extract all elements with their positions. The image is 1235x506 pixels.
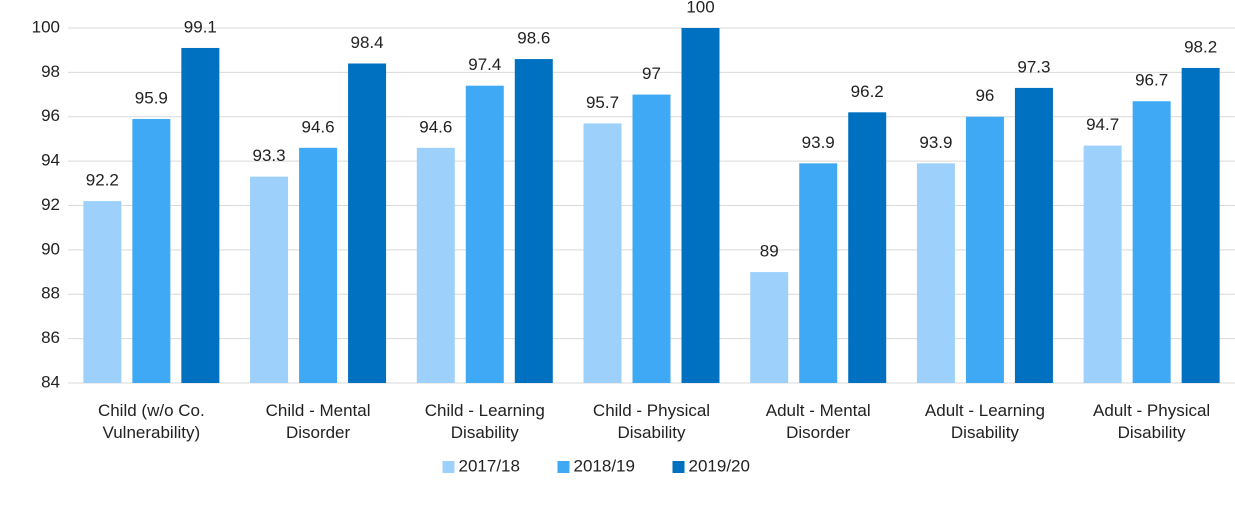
- x-tick-label: Adult - Learning Disability: [924, 401, 1045, 442]
- y-tick-label: 100: [32, 17, 60, 36]
- x-tick-label: Child (w/o Co. Vulnerability): [97, 401, 205, 442]
- bar: [1181, 67, 1220, 383]
- data-label: 93.9: [802, 133, 835, 152]
- data-label: 94.6: [419, 117, 452, 136]
- bar: [750, 272, 789, 383]
- data-label: 95.9: [135, 88, 168, 107]
- legend-label: 2019/20: [689, 456, 750, 475]
- bar: [250, 176, 289, 383]
- data-label: 97.4: [468, 55, 501, 74]
- data-label: 100: [686, 0, 714, 16]
- x-tick-label: Adult - Mental Disorder: [765, 401, 871, 442]
- bar: [465, 85, 504, 383]
- bar: [1132, 101, 1171, 383]
- data-label: 98.4: [351, 33, 384, 52]
- data-label: 94.6: [302, 117, 335, 136]
- y-tick-label: 94: [41, 151, 60, 170]
- data-label: 96.7: [1135, 71, 1168, 90]
- data-label: 97.3: [1017, 57, 1050, 76]
- data-label: 93.3: [253, 146, 286, 165]
- bar: [1014, 87, 1053, 383]
- x-tick-label: Adult - Physical Disability: [1093, 401, 1211, 442]
- y-tick-label: 92: [41, 195, 60, 214]
- data-label: 92.2: [86, 171, 119, 190]
- legend-swatch: [442, 461, 455, 473]
- data-label: 98.2: [1184, 37, 1217, 56]
- bar: [632, 94, 671, 383]
- bar: [514, 59, 553, 383]
- x-tick-label: Child - Mental Disorder: [265, 401, 371, 442]
- bar: [416, 147, 455, 383]
- data-label: 96: [975, 86, 994, 105]
- y-tick-label: 86: [41, 328, 60, 347]
- y-tick-label: 98: [41, 62, 60, 81]
- bar: [916, 163, 955, 383]
- bar: [299, 147, 338, 383]
- legend-swatch: [672, 461, 685, 473]
- data-label: 99.1: [184, 17, 217, 36]
- bar: [848, 112, 887, 383]
- y-tick-label: 90: [41, 239, 60, 258]
- bar: [348, 63, 387, 383]
- bar: [965, 116, 1004, 383]
- bar: [799, 163, 838, 383]
- data-label: 94.7: [1086, 115, 1119, 134]
- bar: [132, 118, 171, 383]
- data-label: 89: [760, 242, 779, 261]
- legend-label: 2018/19: [574, 456, 635, 475]
- y-tick-label: 96: [41, 106, 60, 125]
- bar: [681, 28, 720, 383]
- legend-label: 2017/18: [459, 456, 520, 475]
- x-tick-label: Child - Physical Disability: [592, 401, 711, 442]
- bar: [83, 201, 122, 383]
- x-tick-label: Child - Learning Disability: [424, 401, 545, 442]
- bar: [1083, 145, 1122, 383]
- data-label: 93.9: [919, 133, 952, 152]
- legend-swatch: [557, 461, 570, 473]
- bar: [583, 123, 622, 383]
- y-tick-label: 84: [41, 372, 60, 391]
- data-label: 96.2: [851, 82, 884, 101]
- bar: [181, 47, 220, 383]
- data-label: 97: [642, 64, 661, 83]
- data-label: 98.6: [517, 29, 550, 48]
- y-tick-label: 88: [41, 284, 60, 303]
- data-label: 95.7: [586, 93, 619, 112]
